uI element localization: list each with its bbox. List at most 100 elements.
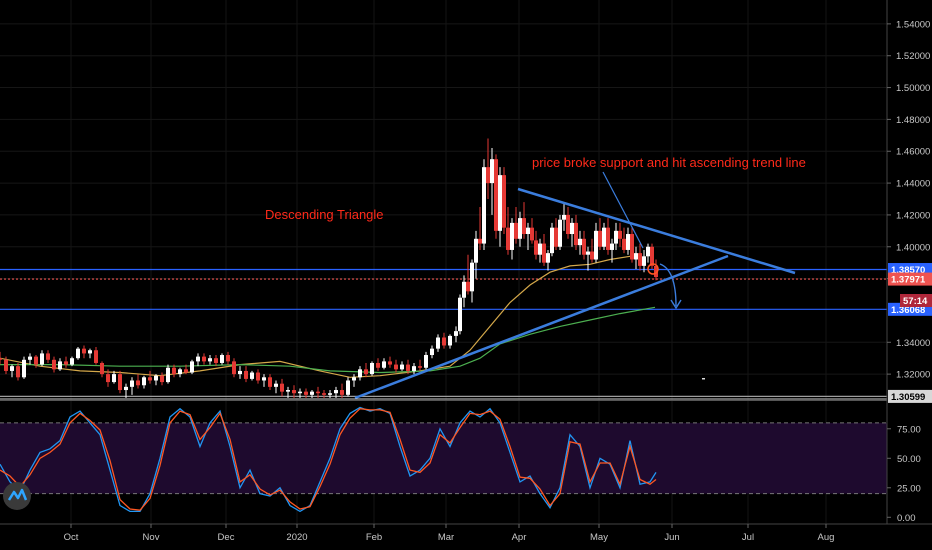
- candle-body: [298, 391, 302, 394]
- candle-body: [614, 230, 618, 244]
- candle-body: [178, 369, 182, 375]
- candle-body: [100, 362, 104, 375]
- oscillator-axis[interactable]: 75.00 50.00 25.00 0.00: [887, 424, 921, 524]
- candle-body: [562, 214, 566, 220]
- candle-body: [214, 358, 218, 363]
- candle-body: [566, 214, 570, 235]
- candle-body: [478, 238, 482, 244]
- candle-body: [4, 359, 8, 371]
- candle-body: [642, 256, 646, 266]
- price-badge-label: 1.36068: [891, 305, 925, 316]
- oscillator-panel: [0, 406, 887, 513]
- time-tick-label: Dec: [218, 532, 235, 543]
- moving-averages: [0, 255, 656, 378]
- candle-body: [334, 390, 338, 394]
- candle-body: [574, 222, 578, 246]
- candle-body: [358, 369, 362, 378]
- annotation-support-break: price broke support and hit ascending tr…: [532, 155, 806, 170]
- candle-body: [22, 359, 26, 378]
- candle-body: [238, 370, 242, 375]
- candle-body: [166, 367, 170, 383]
- candle-body: [650, 246, 654, 266]
- candle-body: [286, 390, 290, 392]
- candle-body: [394, 364, 398, 370]
- price-level-lines: [0, 268, 887, 398]
- candle-body: [462, 281, 466, 298]
- candle-body: [106, 374, 110, 383]
- candle-body: [364, 369, 368, 375]
- candle-body: [598, 230, 602, 247]
- candle-body: [322, 393, 326, 395]
- candle-body: [304, 391, 308, 395]
- candle-body: [262, 377, 266, 381]
- candle-body: [578, 238, 582, 246]
- moving-average-line: [0, 306, 656, 374]
- candle-body: [646, 246, 650, 257]
- candle-body: [34, 356, 38, 365]
- oscillator-lines: [0, 406, 657, 513]
- candle-body: [154, 375, 158, 381]
- price-tick-label: 1.32000: [896, 370, 930, 381]
- candle-body: [208, 358, 212, 362]
- osc-tick-label: 75.00: [897, 424, 921, 435]
- candle-body: [184, 369, 188, 373]
- time-tick-label: Aug: [818, 532, 835, 543]
- time-tick-label: Jun: [664, 532, 679, 543]
- price-tick-label: 1.42000: [896, 210, 930, 221]
- candle-body: [40, 353, 44, 365]
- candle-body: [52, 359, 56, 370]
- candle-body: [58, 361, 62, 370]
- arrow-head-icon: [670, 299, 682, 310]
- candlesticks: [0, 138, 658, 398]
- candle-body: [602, 227, 606, 247]
- candle-body: [28, 356, 32, 360]
- candle-body: [526, 227, 530, 235]
- candle-body: [64, 361, 68, 365]
- candle-body: [582, 238, 586, 255]
- candle-body: [346, 380, 350, 395]
- candle-body: [82, 348, 86, 354]
- candle-body: [626, 234, 630, 250]
- candle-body: [148, 377, 152, 381]
- osc-tick-label: 25.00: [897, 483, 921, 494]
- time-tick-label: Apr: [512, 532, 527, 543]
- projection-arrow: [659, 263, 677, 307]
- annotation-pointer: [602, 171, 644, 249]
- price-badge-label: 1.30599: [891, 392, 925, 403]
- descending-trendline[interactable]: [517, 187, 796, 275]
- candle-body: [172, 367, 176, 375]
- time-tick-label: Feb: [366, 532, 382, 543]
- candle-body: [510, 222, 514, 250]
- ascending-trendline[interactable]: [354, 254, 729, 400]
- time-axis[interactable]: Oct Nov Dec 2020 Feb Mar Apr May Jun Jul Aug: [64, 524, 835, 543]
- candle-body: [610, 243, 614, 250]
- candle-body: [498, 175, 502, 231]
- candle-body: [506, 227, 510, 250]
- time-tick-label: Jul: [742, 532, 754, 543]
- tradingview-logo-icon[interactable]: [3, 482, 31, 510]
- candle-body: [474, 238, 478, 263]
- candle-body: [558, 219, 562, 247]
- break-marker-circle: [647, 263, 659, 275]
- candle-body: [118, 374, 122, 391]
- candle-body: [638, 253, 642, 266]
- price-tick-label: 1.34000: [896, 338, 930, 349]
- price-axis[interactable]: 1.54000 1.52000 1.50000 1.48000 1.46000 1.440…: [887, 19, 930, 381]
- countdown-badge: 57:14: [900, 294, 932, 307]
- candle-body: [430, 348, 434, 356]
- candle-body: [622, 238, 626, 250]
- candle-body: [280, 383, 284, 392]
- candle-body: [376, 362, 380, 368]
- candle-body: [418, 366, 422, 368]
- candle-body: [16, 366, 20, 378]
- price-tick-label: 1.40000: [896, 242, 930, 253]
- oscillator-line: [0, 408, 657, 511]
- price-badge-label: 1.38570: [891, 265, 925, 276]
- candle-body: [388, 361, 392, 365]
- price-tick-label: 1.54000: [896, 19, 930, 30]
- candle-body: [412, 366, 416, 371]
- candle-body: [244, 370, 248, 379]
- candle-body: [550, 227, 554, 254]
